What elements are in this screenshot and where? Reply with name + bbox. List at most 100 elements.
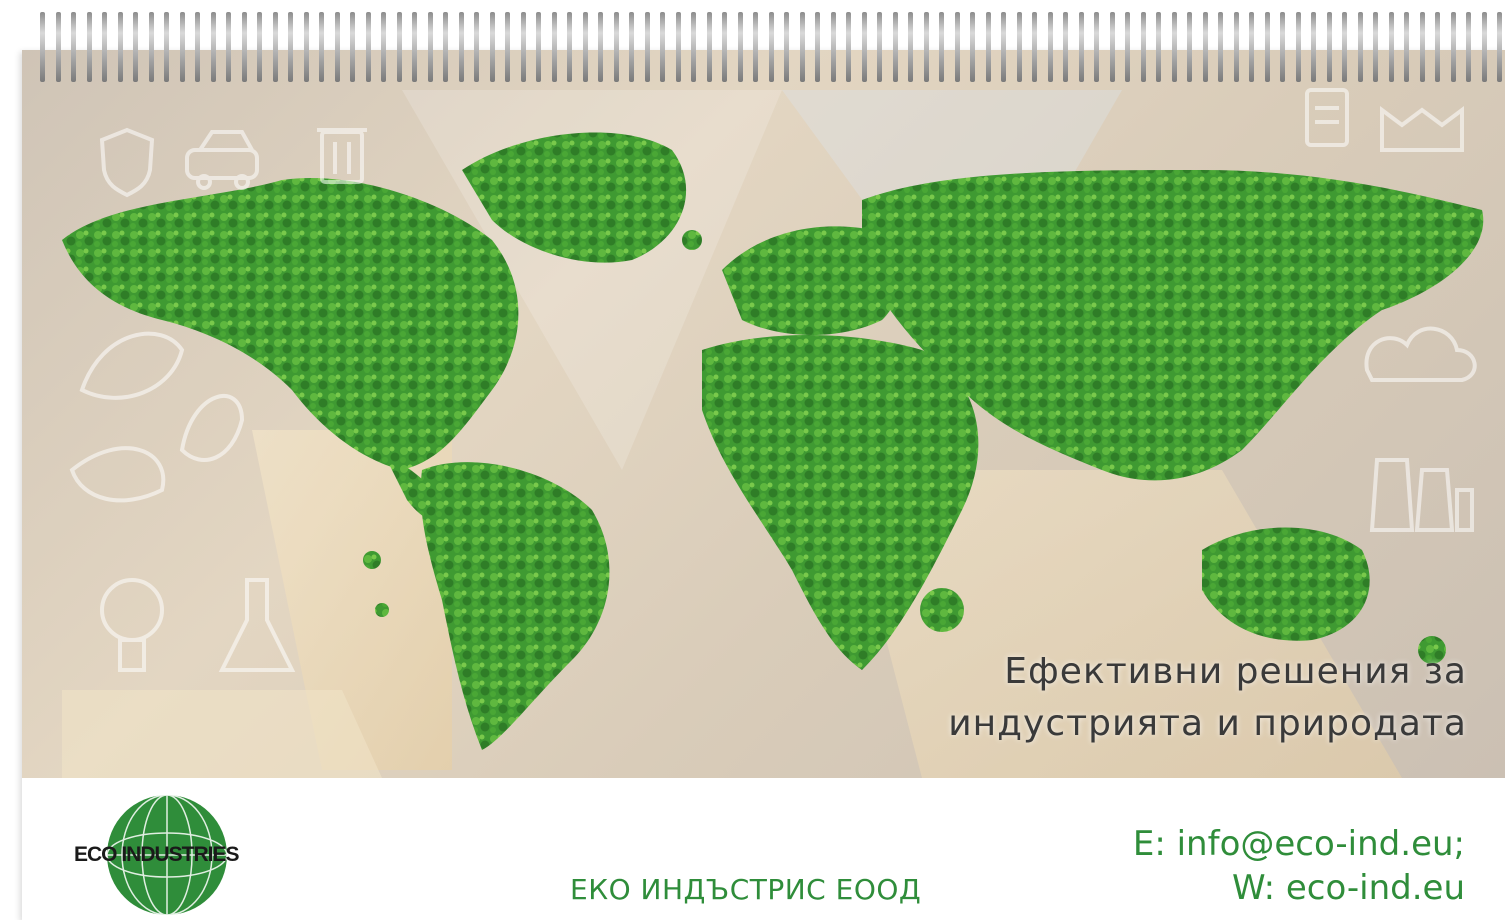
binding-coil [1280, 12, 1285, 82]
binding-coil [1295, 12, 1301, 82]
binding-coil [1311, 12, 1316, 82]
binding-coil [861, 12, 867, 82]
binding-coil [923, 12, 929, 82]
binding-coil [427, 12, 433, 82]
binding-coil [985, 12, 991, 82]
binding-coil [1187, 12, 1192, 82]
binding-coil [319, 12, 324, 82]
contact-info: E: info@eco-ind.eu; W: eco-ind.eu [1133, 822, 1465, 910]
binding-coil [939, 12, 944, 82]
binding-coil [753, 12, 758, 82]
binding-coil [272, 12, 278, 82]
power-plant-icon [1369, 458, 1474, 532]
binding-coil [520, 12, 526, 82]
binding-coil [458, 12, 464, 82]
factory-icon [1380, 106, 1464, 152]
binding-coil [1233, 12, 1239, 82]
binding-coil [613, 12, 619, 82]
logo-text: ECO INDUSTRIES [74, 843, 240, 866]
binding-coil [877, 12, 882, 82]
binding-coil [381, 12, 386, 82]
email-line: E: info@eco-ind.eu; [1132, 824, 1465, 864]
binding-coil [334, 12, 340, 82]
binding-coil [1218, 12, 1223, 82]
binding-coil [706, 12, 712, 82]
binding-coil [908, 12, 913, 82]
binding-coil [582, 12, 588, 82]
clipboard-icon [1305, 88, 1349, 147]
eco-industries-logo [106, 794, 228, 916]
binding-coil [1388, 12, 1394, 82]
binding-coil [1435, 12, 1440, 82]
binding-coil [257, 12, 262, 82]
binding-coil [241, 12, 247, 82]
binding-coil [970, 12, 975, 82]
binding-coil [846, 12, 851, 82]
binding-coil [892, 12, 898, 82]
binding-coil [226, 12, 231, 82]
binding-coil [1419, 12, 1425, 82]
binding-coil [1450, 12, 1456, 82]
binding-coil [830, 12, 836, 82]
binding-coil [629, 12, 634, 82]
binding-coil [1326, 12, 1332, 82]
moss-world-map [62, 88, 1484, 778]
binding-coil [551, 12, 557, 82]
company-name: ЕКО ИНДЪСТРИС ЕООД [570, 873, 922, 906]
binding-coil [722, 12, 727, 82]
tagline-line-2: индустрията и природата [948, 703, 1467, 744]
binding-coil [598, 12, 603, 82]
binding-coil [1109, 12, 1115, 82]
binding-coil [799, 12, 805, 82]
car-icon [185, 130, 259, 190]
cloud-icon [1364, 326, 1477, 382]
binding-coil [768, 12, 774, 82]
binding-coil [117, 12, 123, 82]
binding-coil [1171, 12, 1177, 82]
leaf-icon [69, 331, 245, 503]
binding-coil [1032, 12, 1037, 82]
tagline: Ефективни решения за индустрията и приро… [948, 646, 1467, 750]
spiral-binding [40, 12, 1502, 82]
binding-coil [1466, 12, 1471, 82]
binding-coil [1342, 12, 1347, 82]
binding-coil [505, 12, 510, 82]
binding-coil [815, 12, 820, 82]
binding-coil [660, 12, 665, 82]
binding-coil [1481, 12, 1487, 82]
binding-coil [1404, 12, 1409, 82]
binding-coil [133, 12, 138, 82]
lightbulb-icon [100, 578, 164, 672]
binding-coil [737, 12, 743, 82]
binding-coil [443, 12, 448, 82]
binding-coil [396, 12, 402, 82]
binding-coil [195, 12, 200, 82]
binding-coil [1357, 12, 1363, 82]
binding-coil [784, 12, 789, 82]
binding-coil [86, 12, 92, 82]
binding-coil [1047, 12, 1053, 82]
shield-icon [99, 127, 155, 198]
binding-coil [303, 12, 309, 82]
binding-coil [675, 12, 681, 82]
binding-coil [365, 12, 371, 82]
binding-coil [288, 12, 293, 82]
binding-coil [412, 12, 417, 82]
binding-coil [1249, 12, 1254, 82]
binding-coil [350, 12, 355, 82]
binding-coil [536, 12, 541, 82]
binding-coil [1001, 12, 1006, 82]
binding-coil [954, 12, 960, 82]
binding-coil [1078, 12, 1084, 82]
binding-coil [1016, 12, 1022, 82]
world-map-photo: Ефективни решения за индустрията и приро… [22, 50, 1505, 778]
binding-coil [1094, 12, 1099, 82]
binding-coil [644, 12, 650, 82]
binding-coil [1202, 12, 1208, 82]
binding-coil [489, 12, 495, 82]
binding-coil [691, 12, 696, 82]
binding-coil [1497, 12, 1502, 82]
tagline-line-1: Ефективни решения за [1004, 651, 1467, 692]
binding-coil [1373, 12, 1378, 82]
binding-coil [1063, 12, 1068, 82]
